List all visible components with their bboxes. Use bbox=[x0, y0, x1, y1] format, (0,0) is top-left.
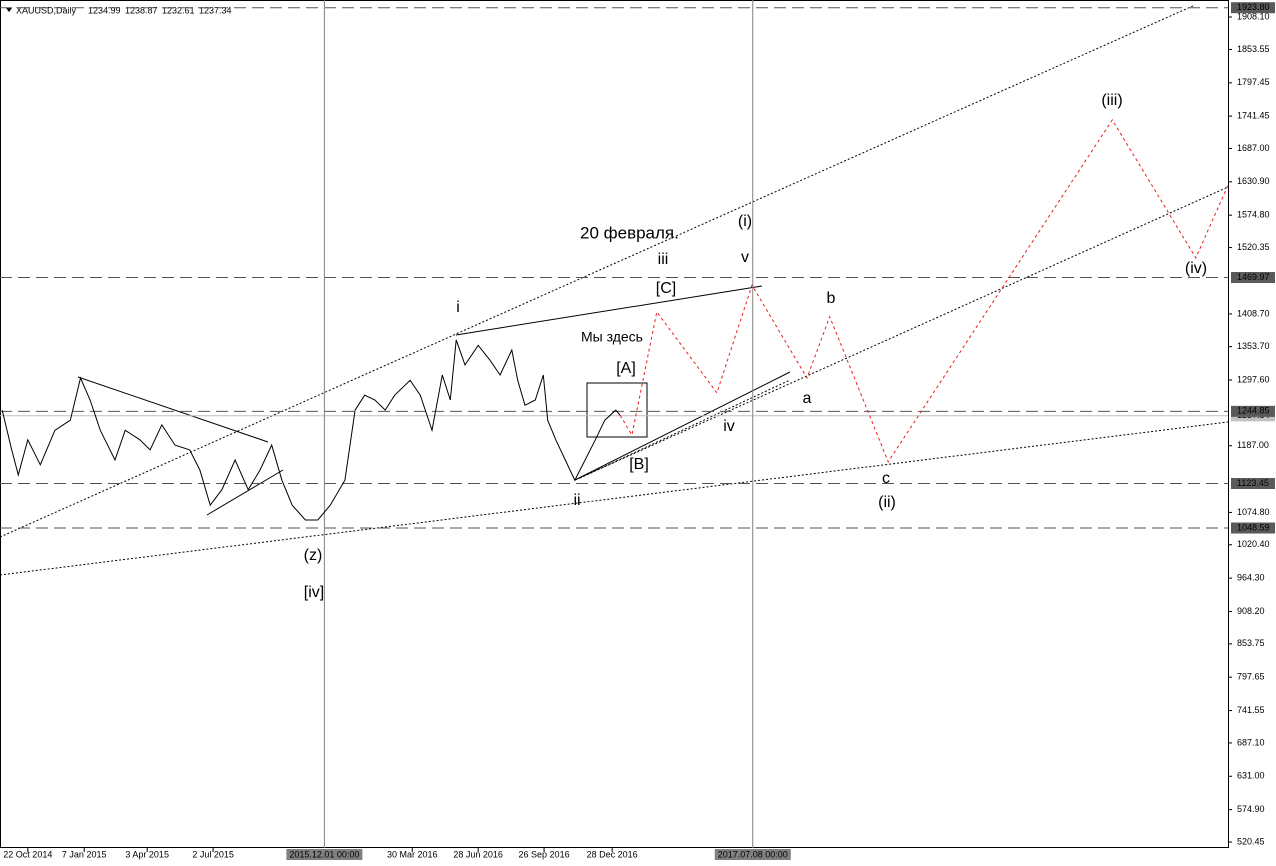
y-tick-label: 1630.90 bbox=[1237, 176, 1270, 186]
y-tick-label: 1074.80 bbox=[1237, 507, 1270, 517]
trend-line bbox=[455, 285, 763, 336]
y-tick-label: 1520.35 bbox=[1237, 242, 1270, 252]
y-tick-label: 741.55 bbox=[1237, 705, 1265, 715]
wave-label: (i) bbox=[738, 213, 752, 230]
wave-label: iii bbox=[658, 251, 669, 268]
wave-label: i bbox=[456, 299, 460, 316]
channel-line bbox=[574, 186, 1229, 481]
wave-label: a bbox=[803, 390, 812, 407]
y-tick-label: 1687.00 bbox=[1237, 143, 1270, 153]
x-tick-label: 2 Jul 2015 bbox=[192, 849, 234, 859]
wave-label: v bbox=[741, 249, 749, 266]
wave-label: [B] bbox=[629, 456, 649, 473]
x-tick-label: 30 Mar 2016 bbox=[387, 849, 438, 859]
y-tick-label: 1408.70 bbox=[1237, 308, 1270, 318]
trend-lines bbox=[0, 4, 1229, 576]
y-tick-label: 1797.45 bbox=[1237, 77, 1270, 87]
wave-label: (z) bbox=[304, 547, 323, 564]
channel-line bbox=[579, 379, 791, 479]
wave-label: (iv) bbox=[1185, 260, 1207, 277]
x-tick-label: 22 Oct 2014 bbox=[3, 849, 52, 859]
symbol-title: XAUUSD,Daily bbox=[16, 5, 77, 15]
wave-label: Мы здесь bbox=[581, 329, 643, 345]
level-label-box bbox=[1231, 2, 1275, 14]
y-tick-label: 1574.80 bbox=[1237, 210, 1270, 220]
y-tick-label: 1020.40 bbox=[1237, 539, 1270, 549]
ohlc-value: 1237.34 bbox=[199, 5, 232, 15]
ohlc-value: 1238.87 bbox=[125, 5, 158, 15]
wave-label: (iii) bbox=[1101, 92, 1122, 109]
level-label: 1123.45 bbox=[1237, 478, 1269, 488]
y-tick-label: 964.30 bbox=[1237, 573, 1265, 583]
trend-line bbox=[206, 469, 284, 516]
y-tick-label: 1297.60 bbox=[1237, 374, 1270, 384]
level-label: 1244.85 bbox=[1237, 406, 1270, 416]
vline-label-box bbox=[286, 849, 363, 860]
y-tick-label: 520.45 bbox=[1237, 836, 1265, 846]
ohlc-value: 1232.61 bbox=[162, 5, 195, 15]
y-tick-label: 797.65 bbox=[1237, 672, 1265, 682]
x-tick-label: 26 Sep 2016 bbox=[519, 849, 570, 859]
wave-label: 20 февраля. bbox=[580, 223, 679, 242]
wave-label: [C] bbox=[656, 280, 676, 297]
x-tick-label: 3 Apr 2015 bbox=[125, 849, 169, 859]
wave-label: [A] bbox=[616, 360, 636, 377]
vline-label: 2015.12.01 00:00 bbox=[289, 849, 359, 859]
x-tick-label: 7 Jan 2015 bbox=[62, 849, 107, 859]
level-label: 1469.97 bbox=[1237, 272, 1270, 282]
highlight-box bbox=[586, 382, 648, 438]
wave-label: (ii) bbox=[878, 494, 896, 511]
level-label-box bbox=[1231, 478, 1275, 490]
y-tick-label: 687.10 bbox=[1237, 737, 1265, 747]
y-tick-label: 1741.45 bbox=[1237, 110, 1270, 120]
wave-label: [iv] bbox=[304, 584, 324, 601]
y-tick-label: 1908.10 bbox=[1237, 11, 1270, 21]
y-tick-label: 1853.55 bbox=[1237, 44, 1270, 54]
y-tick-label: 908.20 bbox=[1237, 606, 1265, 616]
wave-label: c bbox=[882, 470, 890, 487]
wave-label: iv bbox=[723, 418, 735, 435]
price-line bbox=[1, 339, 621, 521]
x-tick-label: 28 Jun 2016 bbox=[453, 849, 503, 859]
header-arrow bbox=[6, 8, 12, 12]
vline-label: 2017.07.08 00:00 bbox=[718, 849, 788, 859]
level-label: 1048.59 bbox=[1237, 522, 1270, 532]
level-label-box bbox=[1231, 272, 1275, 284]
wave-label: ii bbox=[573, 492, 580, 509]
trend-line bbox=[574, 371, 791, 481]
ohlc-value: 1234.99 bbox=[88, 5, 121, 15]
plot-frame bbox=[0, 0, 1229, 848]
x-tick-label: 28 Dec 2016 bbox=[587, 849, 638, 859]
wave-label: b bbox=[827, 290, 836, 307]
forecast-line bbox=[619, 118, 1229, 463]
vline-label-box bbox=[714, 849, 791, 860]
y-tick-label: 574.90 bbox=[1237, 804, 1265, 814]
y-tick-label: 631.00 bbox=[1237, 771, 1265, 781]
level-label-box bbox=[1231, 522, 1275, 534]
trend-line bbox=[77, 376, 269, 443]
y-tick-label: 1353.70 bbox=[1237, 341, 1270, 351]
level-label: 1923.80 bbox=[1237, 2, 1270, 12]
y-tick-label: 853.75 bbox=[1237, 638, 1265, 648]
level-label-box bbox=[1231, 405, 1275, 417]
y-tick-label: 1187.00 bbox=[1237, 440, 1269, 450]
